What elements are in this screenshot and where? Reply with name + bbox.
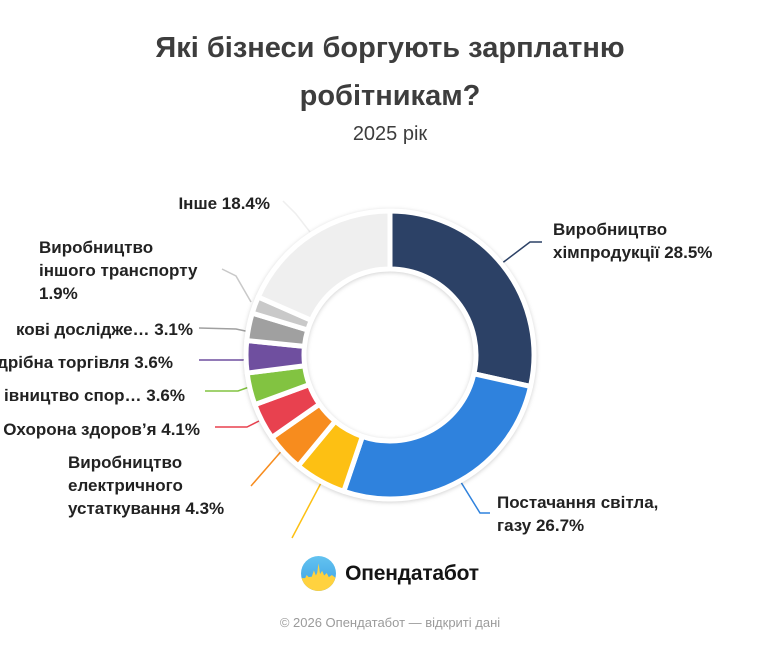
chart-subtitle: 2025 рік (352, 123, 428, 145)
donut-slice-chem[interactable] (387, 208, 537, 389)
opendatabot-logo-icon (301, 556, 337, 591)
label-construction: івництво спор… 3.6% (4, 386, 185, 405)
connector-transport (221, 268, 252, 303)
label-health: Охорона здоров’я 4.1% (3, 420, 200, 439)
connector-retail (199, 357, 251, 361)
connector-other (282, 200, 311, 233)
connector-chem (500, 241, 542, 265)
label-chem: Виробництво хімпродукції 28.5% (553, 220, 713, 262)
connector-unlabeled (291, 482, 322, 539)
copyright-note: © 2026 Опендатабот — відкриті дані (279, 615, 501, 630)
opendatabot-logo-text: Опендатабот (345, 561, 479, 585)
connector-construction (205, 385, 253, 392)
chart-title: Які бізнеси боргують зарплатню робітника… (155, 32, 625, 112)
donut-slice-other[interactable] (255, 208, 393, 323)
label-supply: Постачання світла, газу 26.7% (497, 493, 659, 535)
label-transport: Виробництво іншого транспорту 1.9% (39, 238, 198, 303)
chart-header: Які бізнеси боргують зарплатню робітника… (0, 0, 780, 146)
label-electrical: Виробництво електричного устаткування 4.… (68, 453, 225, 518)
label-research: кові дослідже… 3.1% (15, 320, 193, 339)
opendatabot-brand: Опендатабот (0, 556, 780, 591)
label-other: Інше 18.4% (178, 194, 270, 213)
donut-slices (243, 208, 537, 502)
connector-supply (458, 478, 490, 514)
connector-research (198, 327, 251, 333)
connector-health (215, 420, 260, 428)
label-retail: дрібна торгівля 3.6% (0, 353, 173, 372)
donut-slice-supply[interactable] (341, 371, 534, 502)
